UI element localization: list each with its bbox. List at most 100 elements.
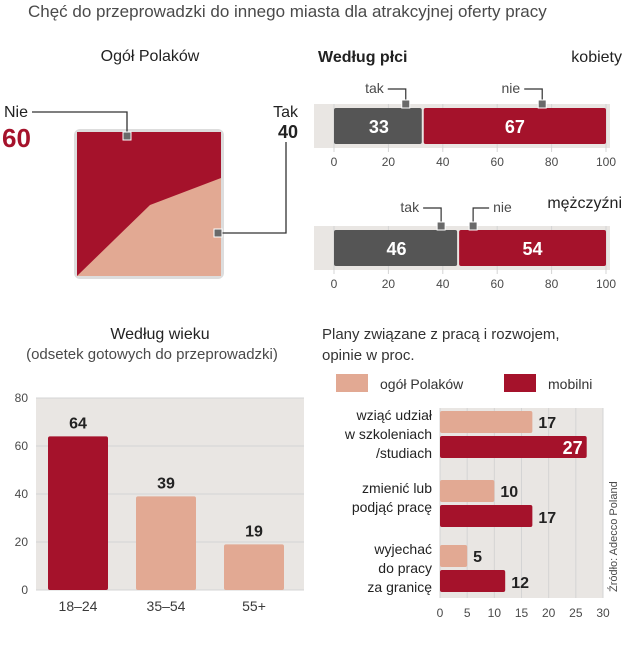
plany-category-2-line-2: za granicę (367, 579, 432, 595)
plec-tick-0-5: 100 (596, 155, 616, 169)
plec-tick-1-5: 100 (596, 277, 616, 291)
plany-bar-mobilni-0 (440, 436, 587, 458)
plec-label-tak-1: tak (400, 199, 420, 215)
plec-value-tak-0: 33 (369, 117, 389, 137)
plec-tick-1-4: 80 (545, 277, 559, 291)
ogol-nie-label: Nie (4, 104, 28, 121)
plany-category-0-line-2: /studiach (376, 445, 432, 461)
wiek-category-0: 18–24 (59, 598, 98, 614)
plany-title-line2: opinie w proc. (322, 347, 415, 364)
plany-tick-5: 25 (569, 606, 583, 620)
wiek-bar-0 (48, 436, 108, 590)
legend-label-mobilni: mobilni (548, 376, 592, 392)
plec-value-nie-1: 54 (523, 239, 543, 259)
plany-value-ogol-1: 10 (500, 484, 518, 501)
plany-category-0-line-1: w szkoleniach (344, 426, 432, 442)
plany-bar-ogol-0 (440, 411, 533, 433)
panel-plany: Plany związane z pracą i rozwojem, opini… (322, 326, 610, 620)
ogol-nie-leader (32, 111, 128, 136)
plany-category-1-line-0: zmienić lub (362, 480, 432, 496)
plec-tick-1-2: 40 (436, 277, 450, 291)
plec-bars: 0 20 40 60 80 100 33 67 tak nie 0 20 40 60 80 100 46 54 ta… (314, 80, 616, 291)
plany-tick-0: 0 (437, 606, 444, 620)
wiek-title: Według wieku (110, 326, 209, 343)
plany-tick-2: 10 (488, 606, 502, 620)
ogol-tak-marker (213, 228, 223, 238)
plany-tick-4: 20 (542, 606, 556, 620)
wiek-bars: 0 20 40 60 80 64 18–24 39 35–54 19 55+ (15, 391, 304, 614)
plec-title: Według płci (318, 49, 407, 66)
wiek-bar-2 (224, 544, 284, 590)
plany-tick-3: 15 (515, 606, 529, 620)
panel-ogol: Ogół Polaków Nie 60 Tak 40 (2, 48, 299, 279)
wiek-subtitle: (odsetek gotowych do przeprowadzki) (26, 346, 278, 363)
plec-value-tak-1: 46 (387, 239, 407, 259)
wiek-ytick-3: 60 (15, 439, 29, 453)
plany-value-mobilni-1: 17 (538, 510, 556, 527)
plany-tick-1: 5 (464, 606, 471, 620)
ogol-tak-leader (220, 142, 287, 234)
plany-category-2-line-0: wyjechać (373, 541, 432, 557)
plany-category-2-line-1: do pracy (378, 560, 432, 576)
plany-tick-6: 30 (596, 606, 610, 620)
plec-leader-tak-1 (423, 207, 442, 228)
plec-bar-tak-1 (334, 230, 458, 266)
wiek-ytick-4: 80 (15, 391, 29, 405)
wiek-category-2: 55+ (242, 598, 266, 614)
wiek-value-1: 39 (157, 475, 175, 492)
ogol-title: Ogół Polaków (101, 48, 200, 65)
legend-swatch-mobilni (504, 374, 536, 392)
plany-bars: 0 5 10 15 20 25 30 17 27 wziąć udział w szkoleniac… (344, 407, 610, 620)
plec-leader-nie-1 (472, 207, 490, 228)
plany-bar-mobilni-1 (440, 505, 533, 527)
plany-category-1-line-1: podjąć pracę (352, 499, 432, 515)
wiek-ytick-2: 40 (15, 487, 29, 501)
plany-value-mobilni-0: 27 (563, 438, 583, 458)
page-title: Chęć do przeprowadzki do innego miasta d… (28, 2, 547, 21)
plec-label-tak-0: tak (365, 80, 385, 96)
plec-tick-0-3: 60 (491, 155, 505, 169)
ogol-tak-value: 40 (278, 122, 298, 142)
plec-tick-1-0: 0 (331, 277, 338, 291)
plany-bar-mobilni-2 (440, 570, 506, 592)
wiek-category-1: 35–54 (147, 598, 186, 614)
plany-value-ogol-2: 5 (473, 549, 482, 566)
wiek-value-0: 64 (69, 415, 87, 432)
ogol-nie-marker (122, 131, 132, 141)
panel-plec: Według płci kobiety mężczyźni 0 20 40 60 80 1… (314, 49, 622, 291)
wiek-ytick-1: 20 (15, 535, 29, 549)
wiek-bar-1 (136, 496, 196, 590)
legend-swatch-ogol (336, 374, 368, 392)
plec-value-nie-0: 67 (505, 117, 525, 137)
ogol-tak-label: Tak (273, 104, 299, 121)
plec-marker-tak-0 (401, 99, 411, 109)
plec-tick-0-1: 20 (382, 155, 396, 169)
plany-value-mobilni-2: 12 (511, 575, 529, 592)
plec-tick-0-2: 40 (436, 155, 450, 169)
plec-tick-0-4: 80 (545, 155, 559, 169)
legend-label-ogol: ogół Polaków (380, 376, 464, 392)
plec-kobiety-name: kobiety (571, 49, 622, 66)
plany-title-line1: Plany związane z pracą i rozwojem, (322, 326, 560, 343)
plec-marker-nie-0 (537, 99, 547, 109)
plec-tick-0-0: 0 (331, 155, 338, 169)
plec-bar-nie-1 (459, 230, 606, 266)
plany-bar-ogol-2 (440, 545, 468, 567)
plany-bar-ogol-1 (440, 480, 495, 502)
ogol-nie-value: 60 (2, 123, 31, 153)
plec-bar-tak-0 (334, 108, 422, 144)
panel-wiek: Według wieku (odsetek gotowych do przepr… (15, 326, 304, 614)
plec-label-nie-1: nie (493, 199, 512, 215)
plec-tick-1-1: 20 (382, 277, 396, 291)
plec-tick-1-3: 60 (491, 277, 505, 291)
plec-marker-nie-1 (468, 221, 478, 231)
plec-label-nie-0: nie (502, 80, 521, 96)
plec-bar-nie-0 (423, 108, 606, 144)
wiek-ytick-0: 0 (21, 583, 28, 597)
plec-mezczyzni-name: mężczyźni (547, 195, 622, 212)
source-note: Źródło: Adecco Poland (607, 481, 620, 592)
plany-value-ogol-0: 17 (538, 415, 556, 432)
plec-marker-tak-1 (436, 221, 446, 231)
plany-category-0-line-0: wziąć udział (356, 407, 433, 423)
